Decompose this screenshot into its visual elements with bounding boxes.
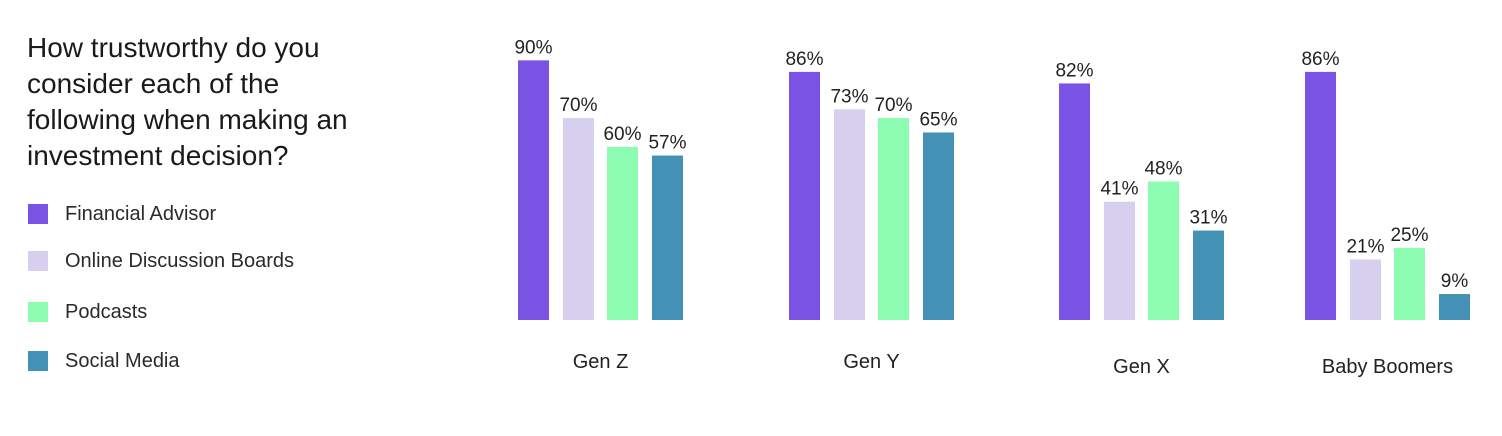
legend-swatch-online-discussion-boards [28, 251, 48, 271]
bar-baby-boomers-online-discussion-boards [1350, 259, 1381, 320]
data-label-gen-y-online-discussion-boards: 73% [830, 86, 868, 107]
legend-item-online-discussion-boards: Online Discussion Boards [28, 249, 294, 273]
legend-label-social-media: Social Media [65, 349, 180, 372]
data-label-baby-boomers-online-discussion-boards: 21% [1346, 236, 1384, 257]
data-label-gen-y-financial-advisor: 86% [785, 49, 823, 70]
bar-gen-y-podcasts [878, 118, 909, 320]
data-label-gen-z-financial-advisor: 90% [514, 37, 552, 58]
data-label-gen-x-online-discussion-boards: 41% [1100, 179, 1138, 200]
bar-gen-x-podcasts [1148, 181, 1179, 320]
bar-gen-z-podcasts [607, 146, 638, 320]
legend-label-financial-advisor: Financial Advisor [65, 202, 217, 225]
legend-swatch-financial-advisor [28, 204, 48, 224]
legend-swatch-social-media [28, 351, 48, 371]
bar-group-gen-z: 90% 70% 60% 57% Gen Z [514, 37, 686, 373]
legend: Financial Advisor Online Discussion Boar… [28, 0, 448, 436]
legend-item-podcasts: Podcasts [28, 300, 147, 324]
bar-gen-y-financial-advisor [789, 71, 820, 320]
legend-swatch-podcasts [28, 302, 48, 322]
data-label-gen-z-social-media: 57% [648, 133, 686, 154]
bar-baby-boomers-podcasts [1394, 247, 1425, 320]
bar-gen-z-social-media [652, 155, 683, 320]
bar-group-gen-y: 86% 73% 70% 65% Gen Y [785, 49, 957, 373]
data-label-gen-z-online-discussion-boards: 70% [559, 95, 597, 116]
bar-gen-x-online-discussion-boards [1104, 201, 1135, 320]
bar-baby-boomers-financial-advisor [1305, 71, 1336, 320]
bar-group-baby-boomers: 86% 21% 25% 9% Baby Boomers [1301, 49, 1470, 378]
data-label-gen-y-social-media: 65% [919, 109, 957, 130]
bar-group-gen-x: 82% 41% 48% 31% Gen X [1055, 60, 1227, 378]
bar-gen-x-financial-advisor [1059, 83, 1090, 321]
bar-gen-z-financial-advisor [518, 60, 549, 320]
bar-gen-y-social-media [923, 132, 954, 320]
category-label-gen-y: Gen Y [843, 351, 899, 373]
category-label-baby-boomers: Baby Boomers [1322, 356, 1453, 378]
data-label-gen-x-social-media: 31% [1189, 208, 1227, 229]
bar-gen-z-online-discussion-boards [563, 118, 594, 320]
data-label-baby-boomers-social-media: 9% [1441, 271, 1469, 292]
data-label-gen-y-podcasts: 70% [874, 95, 912, 116]
legend-item-social-media: Social Media [28, 349, 180, 373]
bar-baby-boomers-social-media [1439, 294, 1470, 320]
bar-gen-y-online-discussion-boards [834, 109, 865, 321]
data-label-baby-boomers-financial-advisor: 86% [1301, 49, 1339, 70]
legend-label-podcasts: Podcasts [65, 300, 148, 323]
bar-gen-x-social-media [1193, 230, 1224, 320]
category-label-gen-x: Gen X [1113, 356, 1170, 378]
chart-title: How trustworthy do you consider each of … [27, 32, 348, 171]
data-label-gen-x-financial-advisor: 82% [1055, 60, 1093, 81]
category-label-gen-z: Gen Z [573, 351, 629, 373]
data-label-gen-z-podcasts: 60% [603, 124, 641, 145]
data-label-gen-x-podcasts: 48% [1144, 159, 1182, 180]
legend-item-financial-advisor: Financial Advisor [28, 202, 216, 226]
data-label-baby-boomers-podcasts: 25% [1390, 225, 1428, 246]
legend-label-online-discussion-boards: Online Discussion Boards [65, 249, 294, 272]
